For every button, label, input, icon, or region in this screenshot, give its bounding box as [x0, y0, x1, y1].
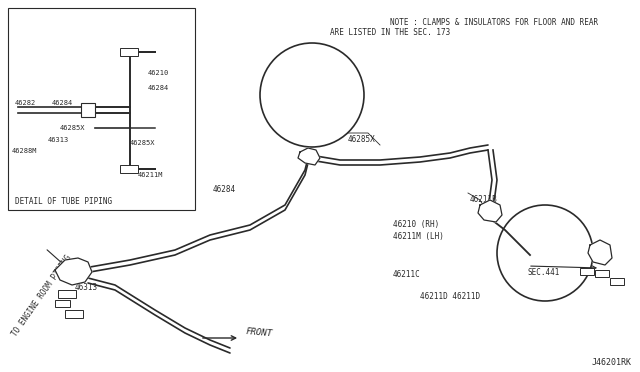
- Text: 46211D 46211D: 46211D 46211D: [420, 292, 480, 301]
- Bar: [8, 8, 195, 210]
- Bar: [55, 300, 70, 307]
- Bar: [595, 270, 609, 277]
- Text: SEC.441: SEC.441: [528, 268, 561, 277]
- Text: 46282: 46282: [15, 100, 36, 106]
- Text: 46210: 46210: [148, 70, 169, 76]
- Text: 46210 (RH): 46210 (RH): [393, 220, 439, 229]
- Text: ARE LISTED IN THE SEC. 173: ARE LISTED IN THE SEC. 173: [330, 28, 450, 37]
- Circle shape: [260, 43, 364, 147]
- Bar: [58, 290, 76, 298]
- Polygon shape: [298, 148, 320, 165]
- Bar: [81, 103, 95, 117]
- Text: J46201RK: J46201RK: [592, 358, 632, 367]
- Text: 46211C: 46211C: [393, 270, 420, 279]
- Text: 46285X: 46285X: [60, 125, 86, 131]
- Circle shape: [497, 205, 593, 301]
- Text: 46285X: 46285X: [348, 135, 376, 144]
- Text: TO ENGINE ROOM PIPING: TO ENGINE ROOM PIPING: [10, 253, 73, 338]
- Text: 46285X: 46285X: [130, 140, 156, 146]
- Bar: [610, 278, 624, 285]
- Text: 46284: 46284: [52, 100, 73, 106]
- Text: 46211B: 46211B: [470, 195, 498, 204]
- Polygon shape: [478, 200, 502, 222]
- Bar: [580, 268, 594, 275]
- Bar: [120, 48, 138, 56]
- Text: 46313: 46313: [48, 137, 69, 143]
- Text: 46284: 46284: [148, 85, 169, 91]
- Text: NOTE : CLAMPS & INSULATORS FOR FLOOR AND REAR: NOTE : CLAMPS & INSULATORS FOR FLOOR AND…: [390, 18, 598, 27]
- Text: 46313: 46313: [75, 283, 98, 292]
- Bar: [120, 165, 138, 173]
- Text: DETAIL OF TUBE PIPING: DETAIL OF TUBE PIPING: [15, 197, 112, 206]
- Bar: [65, 310, 83, 318]
- Polygon shape: [55, 258, 92, 285]
- Text: 46284: 46284: [213, 185, 236, 194]
- Text: FRONT: FRONT: [245, 327, 273, 339]
- Polygon shape: [588, 240, 612, 265]
- Text: 46288M: 46288M: [12, 148, 38, 154]
- Text: 46211M: 46211M: [138, 172, 163, 178]
- Text: 46211M (LH): 46211M (LH): [393, 232, 444, 241]
